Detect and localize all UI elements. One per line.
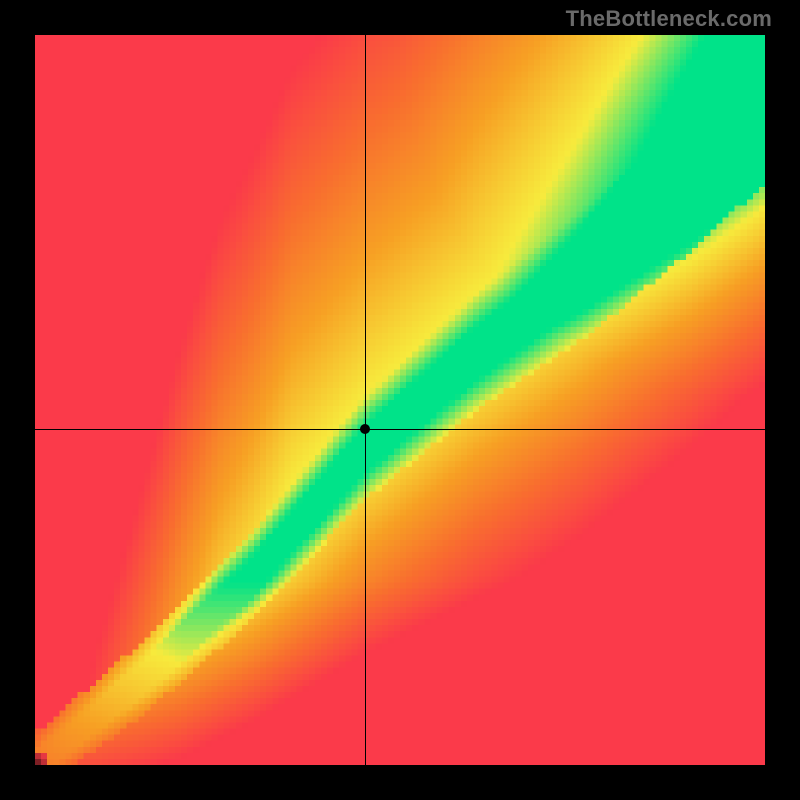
heatmap-canvas xyxy=(35,35,765,765)
crosshair-vertical xyxy=(365,35,366,765)
heatmap-plot xyxy=(35,35,765,765)
watermark-text: TheBottleneck.com xyxy=(566,6,772,32)
figure-container: TheBottleneck.com xyxy=(0,0,800,800)
crosshair-horizontal xyxy=(35,429,765,430)
marker-dot xyxy=(360,424,370,434)
